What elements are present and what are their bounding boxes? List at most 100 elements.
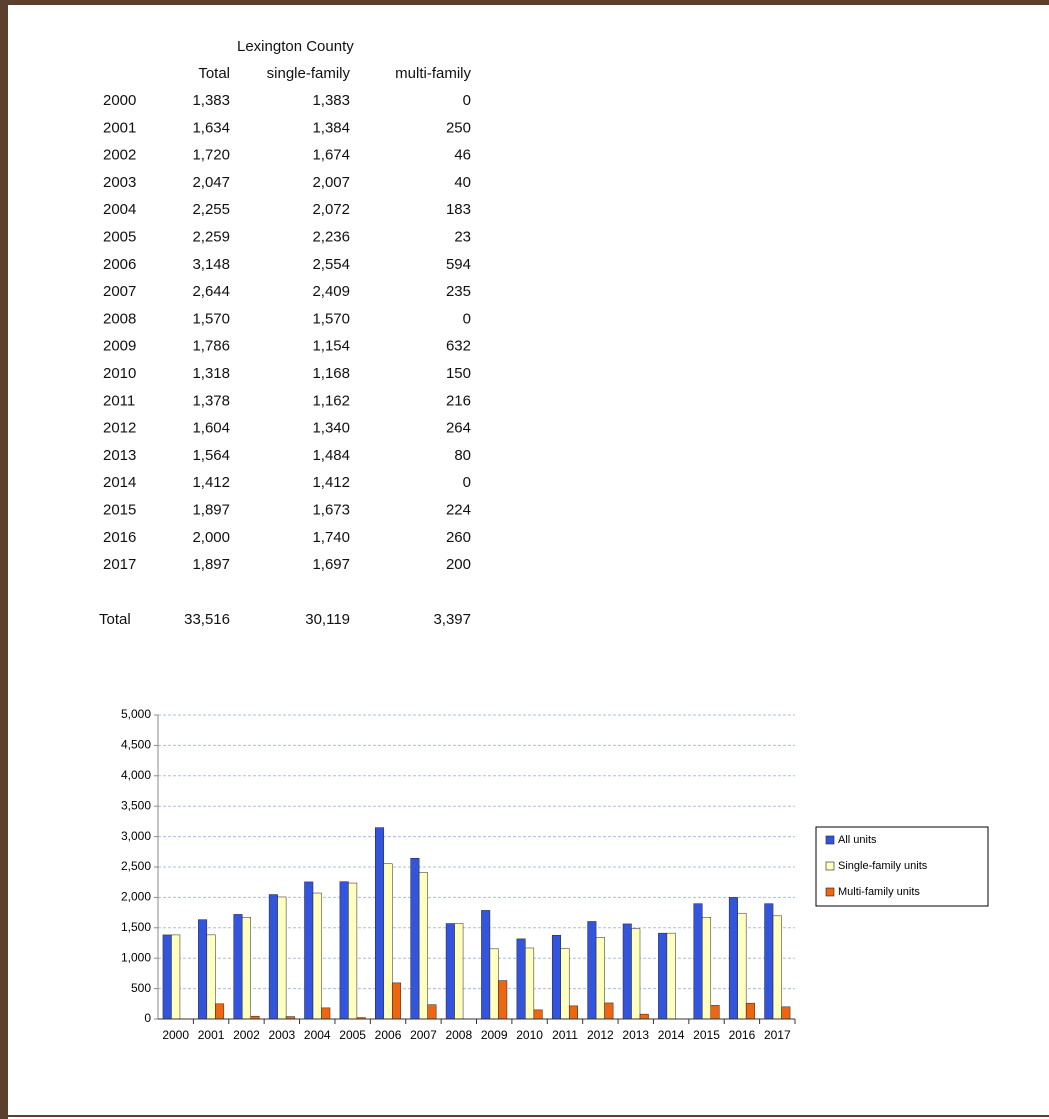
row-label: 2013 <box>103 447 136 464</box>
total-cell: 33,516 <box>184 611 230 628</box>
bar <box>702 917 712 1020</box>
table-cell: 23 <box>454 228 471 245</box>
x-tick-label: 2007 <box>410 1028 437 1042</box>
table-cell: 2,409 <box>312 283 350 300</box>
table-title: Lexington County <box>237 38 354 55</box>
y-tick-label: 5,000 <box>121 707 151 721</box>
x-tick-label: 2001 <box>198 1028 225 1042</box>
table-cell: 200 <box>446 556 471 573</box>
table-cell: 1,674 <box>312 147 350 164</box>
table-cell: 80 <box>454 447 471 464</box>
table-cell: 40 <box>454 174 471 191</box>
table-cell: 632 <box>446 338 471 355</box>
table-cell: 224 <box>446 501 471 518</box>
row-label: 2000 <box>103 92 136 109</box>
bar <box>348 882 358 1020</box>
legend-swatch <box>825 835 835 845</box>
row-label: 2014 <box>103 474 136 491</box>
bar <box>551 934 561 1020</box>
bar <box>241 916 251 1020</box>
table-cell: 1,383 <box>312 92 350 109</box>
bar <box>666 932 676 1020</box>
bar <box>498 980 508 1020</box>
y-tick-label: 3,000 <box>121 829 151 843</box>
bar <box>693 903 703 1020</box>
y-tick-label: 4,500 <box>121 738 151 752</box>
table-cell: 1,162 <box>312 392 350 409</box>
table-cell: 1,897 <box>192 556 230 573</box>
bar <box>375 827 385 1020</box>
bar <box>277 896 287 1020</box>
table-cell: 1,564 <box>192 447 230 464</box>
row-label: 2009 <box>103 338 136 355</box>
x-tick-label: 2004 <box>304 1028 331 1042</box>
y-tick-label: 500 <box>131 981 151 995</box>
table-cell: 1,340 <box>312 420 350 437</box>
bar <box>745 1002 755 1020</box>
column-header: single-family <box>267 65 351 82</box>
y-tick-label: 4,000 <box>121 768 151 782</box>
table-cell: 2,255 <box>192 201 230 218</box>
legend-label: Single-family units <box>838 860 928 872</box>
table-cell: 1,384 <box>312 119 350 136</box>
bar <box>568 1005 578 1020</box>
total-label: Total <box>99 611 131 628</box>
table-cell: 1,383 <box>192 92 230 109</box>
table-cell: 0 <box>463 92 471 109</box>
row-label: 2010 <box>103 365 136 382</box>
table-cell: 250 <box>446 119 471 136</box>
bar <box>781 1006 791 1020</box>
row-label: 2006 <box>103 256 136 273</box>
bar <box>268 894 278 1020</box>
bar <box>162 934 172 1020</box>
bar <box>658 932 668 1020</box>
bar <box>560 948 570 1020</box>
table-cell: 2,000 <box>192 529 230 546</box>
table-cell: 2,236 <box>312 228 350 245</box>
table-cell: 0 <box>463 310 471 327</box>
bar <box>304 881 314 1020</box>
x-tick-label: 2013 <box>622 1028 649 1042</box>
bar <box>772 915 782 1020</box>
table-cell: 2,644 <box>192 283 230 300</box>
bar <box>215 1003 225 1020</box>
table-cell: 46 <box>454 147 471 164</box>
table-cell: 1,697 <box>312 556 350 573</box>
table-cell: 216 <box>446 392 471 409</box>
x-tick-label: 2006 <box>375 1028 402 1042</box>
table-cell: 3,148 <box>192 256 230 273</box>
table-cell: 1,570 <box>312 310 350 327</box>
bar <box>737 912 747 1020</box>
bar <box>764 903 774 1020</box>
table-cell: 1,412 <box>192 474 230 491</box>
row-label: 2016 <box>103 529 136 546</box>
bar <box>206 934 216 1020</box>
y-tick-label: 2,000 <box>121 890 151 904</box>
row-label: 2017 <box>103 556 136 573</box>
legend-label: All units <box>838 834 877 846</box>
bottom-border <box>0 1115 1049 1117</box>
x-tick-label: 2000 <box>162 1028 189 1042</box>
legend-box <box>815 826 989 907</box>
y-tick-label: 0 <box>144 1011 151 1025</box>
table-cell: 2,047 <box>192 174 230 191</box>
table-cell: 1,897 <box>192 501 230 518</box>
bar <box>312 892 322 1020</box>
x-tick-label: 2009 <box>481 1028 508 1042</box>
bar <box>339 881 349 1020</box>
table-cell: 150 <box>446 365 471 382</box>
table-cell: 2,554 <box>312 256 350 273</box>
x-tick-label: 2012 <box>587 1028 614 1042</box>
bar <box>587 921 597 1020</box>
x-tick-label: 2005 <box>339 1028 366 1042</box>
bar <box>631 928 641 1020</box>
bar <box>233 914 243 1020</box>
bar <box>321 1007 331 1020</box>
bar <box>516 938 526 1020</box>
table-cell: 1,720 <box>192 147 230 164</box>
legend-label: Multi-family units <box>838 886 920 898</box>
x-tick-label: 2017 <box>764 1028 791 1042</box>
table-cell: 2,007 <box>312 174 350 191</box>
bar <box>410 857 420 1020</box>
